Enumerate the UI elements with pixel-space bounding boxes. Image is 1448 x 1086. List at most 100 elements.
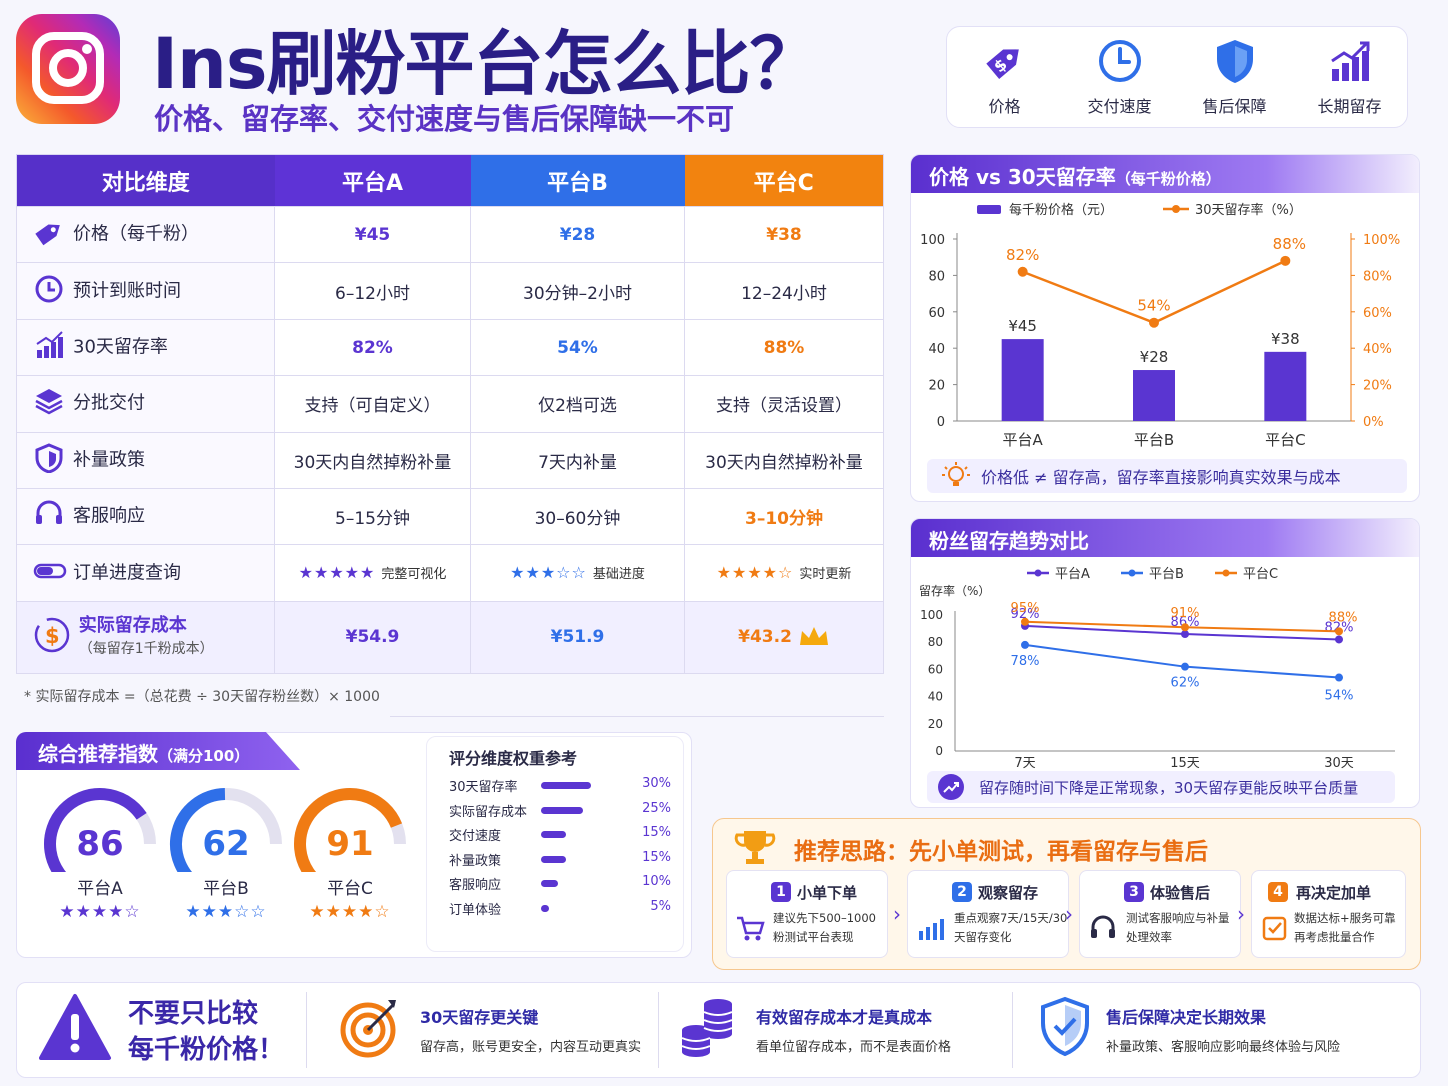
shield-check-icon	[1041, 996, 1089, 1057]
chart-tip: 价格低 ≠ 留存高，留存率直接影响真实效果与成本	[927, 459, 1407, 493]
header-dimension: 对比维度	[16, 154, 275, 207]
cart-icon	[737, 916, 765, 941]
table-row: 订单进度查询 ★★★★★ 完整可视化 ★★★☆☆ 基础进度 ★★★★☆ 实时更新	[16, 544, 884, 602]
star-rating: ★★★☆☆	[185, 902, 267, 922]
cell-b: 仅2档可选	[470, 375, 685, 433]
y2-tick-label: 100%	[1363, 233, 1400, 248]
x-tick-label: 平台B	[1134, 431, 1174, 449]
cell-a: ¥54.9	[274, 600, 471, 675]
divider	[390, 716, 884, 717]
retention-trend-chart-card: 粉丝留存趋势对比 平台A 平台B 平台C 留存率（%） 0 20 40 60 80 100 7天 15…	[910, 518, 1420, 808]
row-label: 30天留存率	[16, 318, 275, 377]
cell-b: 7天内补量	[470, 431, 685, 490]
header-platform-b: 平台B	[470, 154, 685, 207]
y2-tick-label: 40%	[1363, 342, 1392, 357]
y-axis-label: 留存率（%）	[919, 583, 990, 598]
feature-price: $ 价格	[950, 37, 1060, 117]
arrow-icon: ›	[893, 902, 901, 926]
legend-swatch-bar	[977, 205, 1001, 214]
step-number: 2	[952, 882, 972, 902]
line-label: 91%	[1171, 606, 1200, 621]
price-retention-chart: 每千粉价格（元） 30天留存率（%） 0 0% 20 20% 40 40% 60 60% 80 80%…	[920, 202, 1400, 449]
trend-up-icon	[938, 774, 964, 800]
feature-label: 价格	[988, 97, 1021, 116]
line-point	[1335, 627, 1343, 636]
arrow-icon: ›	[1065, 902, 1073, 926]
warning-icon	[39, 994, 111, 1060]
headset-icon	[1091, 915, 1115, 938]
weight-name: 订单体验	[449, 902, 502, 918]
x-tick-label: 平台C	[1265, 431, 1305, 449]
cell-a: 82%	[274, 318, 471, 377]
table-header-row: 对比维度 平台A 平台B 平台C	[16, 154, 884, 207]
weight-name: 实际留存成本	[449, 804, 528, 820]
weight-row: 30天留存率 30%	[449, 775, 675, 795]
cell-c: 12–24小时	[684, 262, 884, 320]
legend-marker	[1222, 569, 1230, 577]
line-point	[1017, 266, 1028, 277]
shield-icon	[35, 443, 63, 474]
step-desc: 数据达标+服务可靠再考虑批量合作	[1294, 911, 1396, 944]
legend-label: 30天留存率（%）	[1195, 202, 1302, 218]
weight-row: 订单体验 5%	[449, 898, 675, 918]
bottom-item-title: 有效留存成本才是真成本	[756, 1008, 933, 1027]
weight-name: 交付速度	[449, 829, 502, 844]
x-tick-label: 15天	[1170, 756, 1200, 769]
cell-c: ★★★★☆ 实时更新	[684, 544, 884, 602]
gauge-arc	[44, 788, 156, 893]
legend-marker	[1172, 205, 1180, 213]
comparison-table: 对比维度 平台A 平台B 平台C 价格（每千粉） ¥45 ¥28 ¥38 预计到…	[16, 154, 884, 675]
weight-percent: 15%	[642, 825, 671, 840]
x-tick-label: 平台A	[1003, 431, 1044, 449]
gauge-label: 平台C	[327, 879, 373, 899]
chart-title: 粉丝留存趋势对比	[911, 519, 1419, 557]
line-label: 88%	[1329, 610, 1358, 625]
bar	[1001, 339, 1044, 421]
weight-bar	[541, 904, 550, 912]
cell-b: 30分钟–2小时	[470, 262, 685, 320]
gauge-label: 平台B	[203, 879, 249, 899]
cell-b: 30–60分钟	[470, 488, 685, 546]
y2-tick-label: 80%	[1363, 269, 1392, 284]
star-rating: ★★★☆☆	[510, 563, 587, 583]
crown-icon	[799, 627, 828, 646]
line-point	[1181, 662, 1189, 671]
step-number: 3	[1124, 882, 1144, 902]
bottom-item-desc: 看单位留存成本，而不是表面价格	[756, 1040, 952, 1055]
legend-label: 平台C	[1243, 567, 1278, 582]
legend-label: 每千粉价格（元）	[1009, 202, 1113, 218]
step-card-4: 4 再决定加单 数据达标+服务可靠再考虑批量合作	[1251, 870, 1406, 958]
divider	[306, 992, 307, 1068]
y2-tick-label: 60%	[1363, 306, 1392, 321]
line-label: 54%	[1137, 297, 1170, 315]
row-label: 价格（每千粉）	[16, 205, 275, 264]
score-gauge: 62 平台B ★★★☆☆	[166, 782, 286, 922]
target-icon	[340, 1000, 396, 1058]
price-retention-chart-card: 价格 vs 30天留存率（每千粉价格） 每千粉价格（元） 30天留存率（%） 0 0%…	[910, 154, 1420, 502]
bottom-item-desc: 留存高，账号更安全，内容互动更真实	[420, 1040, 642, 1055]
star-rating: ★★★★☆	[716, 563, 794, 583]
weight-row: 交付速度 15%	[449, 824, 675, 844]
feature-service: 售后保障	[1180, 37, 1290, 117]
cell-c: 88%	[684, 318, 884, 377]
line-point	[1149, 317, 1159, 328]
x-tick-label: 30天	[1324, 756, 1354, 769]
bar-label: ¥28	[1140, 348, 1169, 366]
page-subtitle: 价格、留存率、交付速度与售后保障缺一不可	[154, 102, 735, 136]
bar-label: ¥38	[1271, 330, 1300, 348]
legend-label: 平台A	[1055, 567, 1090, 582]
y-tick-label: 40	[928, 690, 943, 704]
row-label: 订单进度查询	[16, 544, 275, 602]
cell-a: ★★★★★ 完整可视化	[274, 544, 471, 602]
camera-icon	[32, 32, 104, 104]
series-line	[1024, 643, 1340, 679]
bar-label: ¥45	[1008, 317, 1037, 335]
line-label: 78%	[1011, 654, 1040, 669]
line-point	[1181, 623, 1189, 632]
cell-b: ¥28	[470, 205, 685, 264]
table-row: 预计到账时间 6–12小时 30分钟–2小时 12–24小时	[16, 262, 884, 320]
legend-marker	[1034, 569, 1042, 577]
feature-label: 长期留存	[1317, 97, 1382, 116]
cell-a: 5–15分钟	[274, 488, 471, 546]
